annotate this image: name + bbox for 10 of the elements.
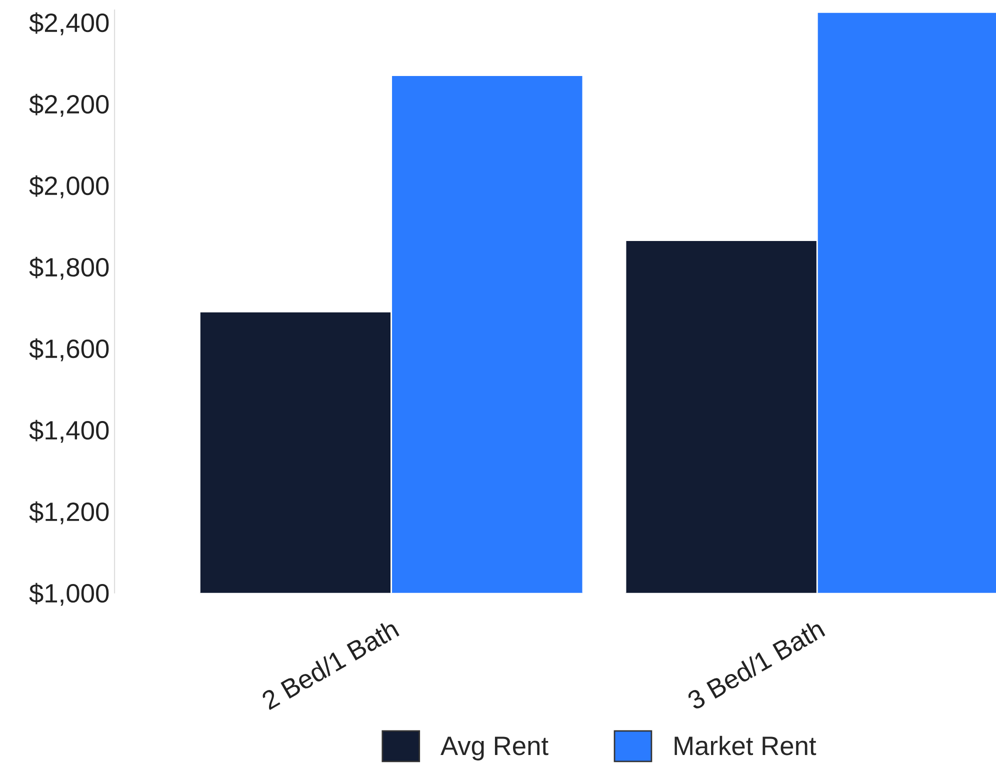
y-tick-label: $1,400 [29,420,109,443]
y-tick-label: $1,600 [29,338,109,362]
y-tick-label: $1,200 [29,501,109,524]
legend-label: Market Rent [674,736,816,756]
y-tick-label: $2,000 [29,175,109,198]
y-tick-label: $1,800 [29,256,109,280]
y-tick-label: $1,000 [29,582,109,606]
legend-label: Avg Rent [440,736,548,760]
y-tick-label: $2,400 [29,12,109,36]
y-tick-label: $2,200 [29,94,109,117]
